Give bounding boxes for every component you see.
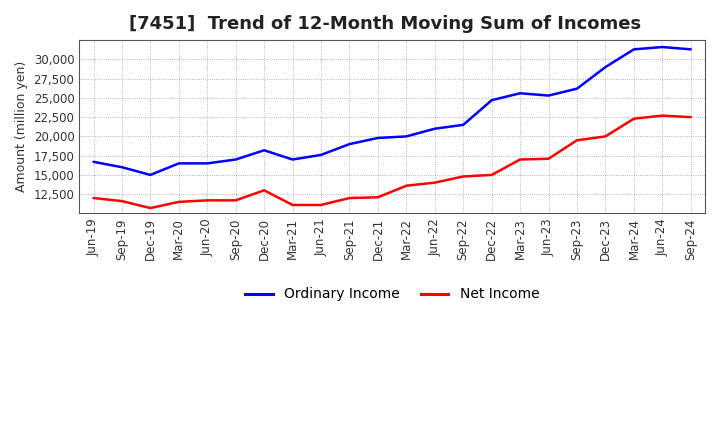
Net Income	[431, 180, 439, 185]
Net Income	[345, 195, 354, 201]
Ordinary Income	[288, 157, 297, 162]
Ordinary Income	[658, 44, 667, 50]
Ordinary Income	[572, 86, 581, 91]
Line: Net Income: Net Income	[94, 116, 690, 208]
Ordinary Income	[629, 47, 638, 52]
Net Income	[686, 114, 695, 120]
Ordinary Income	[516, 91, 524, 96]
Net Income	[459, 174, 467, 179]
Net Income	[317, 202, 325, 208]
Net Income	[658, 113, 667, 118]
Ordinary Income	[317, 152, 325, 158]
Ordinary Income	[487, 98, 496, 103]
Ordinary Income	[231, 157, 240, 162]
Net Income	[260, 188, 269, 193]
Net Income	[231, 198, 240, 203]
Text: [7451]  Trend of 12-Month Moving Sum of Incomes: [7451] Trend of 12-Month Moving Sum of I…	[130, 15, 642, 33]
Ordinary Income	[89, 159, 98, 165]
Ordinary Income	[260, 148, 269, 153]
Net Income	[516, 157, 524, 162]
Ordinary Income	[686, 47, 695, 52]
Ordinary Income	[431, 126, 439, 132]
Ordinary Income	[117, 165, 126, 170]
Ordinary Income	[345, 142, 354, 147]
Line: Ordinary Income: Ordinary Income	[94, 47, 690, 175]
Net Income	[629, 116, 638, 121]
Net Income	[288, 202, 297, 208]
Ordinary Income	[146, 172, 155, 178]
Ordinary Income	[174, 161, 183, 166]
Ordinary Income	[374, 136, 382, 141]
Net Income	[89, 195, 98, 201]
Ordinary Income	[402, 134, 410, 139]
Net Income	[487, 172, 496, 178]
Net Income	[203, 198, 212, 203]
Net Income	[601, 134, 610, 139]
Ordinary Income	[544, 93, 553, 98]
Net Income	[174, 199, 183, 205]
Legend: Ordinary Income, Net Income: Ordinary Income, Net Income	[240, 282, 545, 307]
Net Income	[117, 198, 126, 204]
Ordinary Income	[601, 64, 610, 70]
Ordinary Income	[459, 122, 467, 128]
Net Income	[402, 183, 410, 188]
Net Income	[544, 156, 553, 161]
Y-axis label: Amount (million yen): Amount (million yen)	[15, 61, 28, 192]
Net Income	[374, 194, 382, 200]
Net Income	[146, 205, 155, 211]
Ordinary Income	[203, 161, 212, 166]
Net Income	[572, 138, 581, 143]
